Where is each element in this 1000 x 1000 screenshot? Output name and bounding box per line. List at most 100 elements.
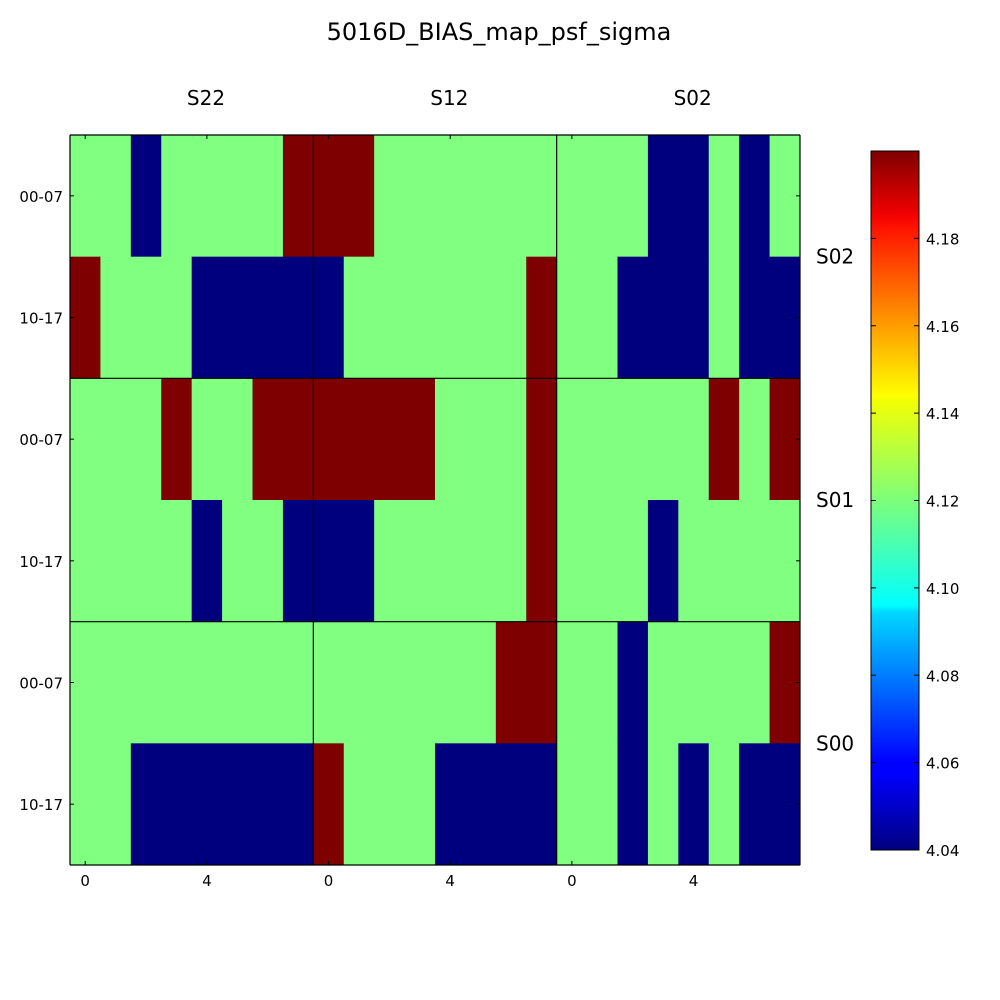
x-tick-label: 0 xyxy=(324,872,334,890)
heatmap-cell xyxy=(465,378,497,501)
heatmap-cell xyxy=(100,256,132,379)
heatmap-cell xyxy=(647,743,679,866)
row-labels: S02 S01 S00 xyxy=(816,245,854,756)
heatmap-cell xyxy=(617,135,649,258)
heatmap-cell xyxy=(70,378,101,501)
heatmap-cell xyxy=(313,500,345,623)
heatmap-cell xyxy=(556,500,588,623)
heatmap-cell xyxy=(739,256,770,379)
heatmap-cell xyxy=(70,621,101,744)
heatmap-cell xyxy=(70,743,101,866)
heatmap-cell xyxy=(465,743,497,866)
heatmap-cell xyxy=(313,621,345,744)
heatmap-cell xyxy=(435,621,466,744)
colorbar-tick-label: 4.08 xyxy=(926,667,959,685)
heatmap-cell xyxy=(495,500,527,623)
heatmap-cell xyxy=(191,135,223,258)
heatmap-cell xyxy=(343,135,375,258)
heatmap-cell xyxy=(678,743,710,866)
row-label: S01 xyxy=(816,488,854,512)
heatmap-cell xyxy=(191,500,223,623)
heatmap-cell xyxy=(739,621,770,744)
heatmap-cell xyxy=(617,500,649,623)
heatmap-cell xyxy=(465,621,497,744)
heatmap-cell xyxy=(495,621,527,744)
panel-S00-S22 xyxy=(70,621,314,866)
heatmap-cell xyxy=(252,135,284,258)
heatmap-cell xyxy=(313,135,345,258)
heatmap-cell xyxy=(161,378,193,501)
heatmap-cell xyxy=(374,256,405,379)
heatmap-cell xyxy=(739,500,770,623)
heatmap-cell xyxy=(769,135,801,258)
heatmap-cell xyxy=(313,256,345,379)
heatmap-cell xyxy=(495,135,527,258)
heatmap-cell xyxy=(526,500,558,623)
colorbar-tick-label: 4.10 xyxy=(926,580,959,598)
heatmap-cell xyxy=(678,621,710,744)
heatmap-cell xyxy=(587,256,618,379)
heatmap-cell xyxy=(739,743,770,866)
heatmap-cell xyxy=(313,743,345,866)
heatmap-cell xyxy=(769,256,801,379)
heatmap-cell xyxy=(282,378,314,501)
heatmap-cell xyxy=(130,500,162,623)
heatmap-cell xyxy=(647,135,679,258)
heatmap-cell xyxy=(191,621,223,744)
heatmap-cell xyxy=(465,256,497,379)
heatmap-cell xyxy=(678,378,710,501)
colorbar-tick-label: 4.14 xyxy=(926,405,959,423)
heatmap-cell xyxy=(100,378,132,501)
panel-S02-S02 xyxy=(556,135,801,379)
heatmap-cell xyxy=(161,135,193,258)
heatmap-cell xyxy=(222,135,253,258)
heatmap-cell xyxy=(739,135,770,258)
heatmap-cell xyxy=(526,135,558,258)
heatmap-cell xyxy=(252,500,284,623)
heatmap-cell xyxy=(404,743,436,866)
heatmap-cell xyxy=(647,378,679,501)
column-labels: S22 S12 S02 xyxy=(187,86,712,110)
colorbar-tick-label: 4.12 xyxy=(926,493,959,511)
heatmap-cell xyxy=(617,256,649,379)
heatmap-cell xyxy=(769,500,801,623)
heatmap-cell xyxy=(161,256,193,379)
heatmap-cell xyxy=(556,621,588,744)
heatmap-cell xyxy=(374,743,405,866)
heatmap-cell xyxy=(191,256,223,379)
x-tick-label: 4 xyxy=(445,872,455,890)
heatmap-cell xyxy=(191,743,223,866)
heatmap-cell xyxy=(769,378,801,501)
colorbar-gradient xyxy=(870,150,920,851)
column-label: S12 xyxy=(430,86,468,110)
heatmap-cell xyxy=(282,621,314,744)
heatmap-cell xyxy=(100,621,132,744)
panel-S01-S22 xyxy=(70,378,314,623)
heatmap-cell xyxy=(404,256,436,379)
panel-borders xyxy=(69,134,801,866)
heatmap-cell xyxy=(465,135,497,258)
heatmap-cell xyxy=(556,378,588,501)
heatmap-cell xyxy=(130,378,162,501)
heatmap-panels xyxy=(70,135,801,866)
heatmap-cell xyxy=(252,256,284,379)
x-tick-label: 4 xyxy=(202,872,212,890)
heatmap-cell xyxy=(404,621,436,744)
heatmap-cell xyxy=(343,256,375,379)
colorbar-tick-label: 4.06 xyxy=(926,755,959,773)
x-tick-label: 0 xyxy=(80,872,90,890)
heatmap-cell xyxy=(526,743,558,866)
y-tick-label: 10-17 xyxy=(19,553,63,571)
heatmap-cell xyxy=(678,256,710,379)
heatmap-cell xyxy=(617,378,649,501)
heatmap-cell xyxy=(769,743,801,866)
heatmap-cell xyxy=(161,743,193,866)
heatmap-cell xyxy=(435,135,466,258)
heatmap-cell xyxy=(617,743,649,866)
heatmap-cell xyxy=(739,378,770,501)
heatmap-cell xyxy=(647,621,679,744)
heatmap-cell xyxy=(282,256,314,379)
heatmap-cell xyxy=(343,378,375,501)
heatmap-cell xyxy=(222,378,253,501)
y-tick-label: 00-07 xyxy=(19,188,63,206)
